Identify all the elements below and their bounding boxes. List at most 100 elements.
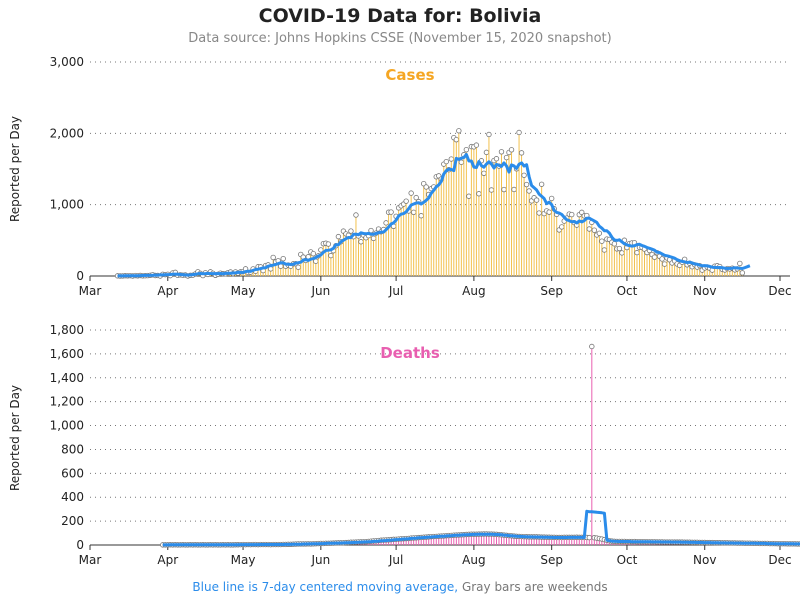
x-tick-label: Apr	[157, 553, 178, 567]
cases-marker	[443, 158, 449, 165]
deaths-marker	[589, 343, 595, 350]
deaths-moving-average-line	[162, 509, 800, 547]
cases-marker	[423, 184, 429, 190]
cases-marker	[358, 239, 364, 245]
cases-marker	[448, 156, 455, 162]
y-axis-label: Reported per Day	[8, 116, 22, 222]
cases-marker	[280, 255, 286, 262]
y-tick-label: 600	[61, 466, 84, 480]
cases-marker	[410, 209, 417, 215]
footnote-gray: Gray bars are weekends	[461, 580, 608, 594]
cases-marker	[353, 212, 359, 218]
cases-marker	[463, 146, 470, 153]
x-tick-label: Aug	[462, 553, 485, 567]
cases-marker	[481, 170, 487, 176]
cases-marker	[611, 241, 618, 247]
y-tick-label: 200	[61, 514, 84, 528]
cases-marker	[403, 198, 409, 204]
cases-marker	[739, 270, 746, 276]
x-tick-label: Sep	[540, 284, 563, 298]
x-tick-label: Jun	[310, 553, 330, 567]
cases-marker	[591, 227, 598, 233]
panel-title: Deaths	[380, 344, 440, 362]
x-tick-label: Mar	[79, 284, 102, 298]
cases-marker	[586, 226, 593, 232]
x-tick-label: May	[231, 284, 256, 298]
cases-marker	[651, 254, 658, 260]
y-tick-label: 0	[76, 269, 84, 283]
cases-marker	[661, 261, 668, 267]
cases-marker	[488, 187, 495, 193]
cases-marker	[521, 172, 527, 178]
cases-marker	[737, 260, 743, 267]
page-title: COVID-19 Data for: Bolivia	[258, 5, 542, 27]
cases-marker	[579, 209, 585, 216]
x-tick-label: May	[231, 553, 256, 567]
cases-marker	[310, 250, 317, 257]
cases-moving-average-line	[117, 153, 751, 278]
y-tick-label: 1,600	[50, 347, 84, 361]
cases-marker	[596, 230, 603, 236]
cases-panel: 0 1,000 2,000 3,000 Mar Apr May Jun Jul Aug Sep Oct…	[8, 55, 792, 298]
page-subtitle: Data source: Johns Hopkins CSSE (Novembe…	[188, 31, 612, 46]
cases-marker	[526, 188, 532, 194]
y-tick-label: 1,000	[50, 198, 84, 212]
cases-marker	[523, 181, 530, 188]
cases-marker	[498, 149, 505, 155]
footnote-blue: Blue line is 7-day centered moving avera…	[192, 580, 459, 594]
cases-marker	[546, 209, 552, 215]
cases-marker	[486, 131, 492, 138]
cases-marker	[538, 181, 545, 187]
y-tick-label: 800	[61, 442, 84, 456]
cases-marker	[659, 256, 665, 262]
x-tick-label: Aug	[462, 284, 485, 298]
y-tick-label: 1,000	[50, 419, 84, 433]
x-tick-label: Jul	[388, 553, 403, 567]
cases-marker	[370, 235, 377, 242]
y-tick-label: 1,800	[50, 323, 84, 337]
y-tick-label: 400	[61, 490, 84, 504]
deaths-marker	[586, 534, 593, 541]
cases-marker	[453, 136, 460, 143]
x-tick-label: Jun	[310, 284, 330, 298]
cases-marker	[533, 197, 540, 203]
x-tick-label: Nov	[693, 284, 716, 298]
cases-marker	[348, 228, 354, 234]
cases-marker	[483, 149, 490, 156]
x-tick-label: Dec	[768, 284, 791, 298]
cases-marker	[493, 156, 500, 162]
cases-marker	[466, 193, 472, 199]
panel-title: Cases	[385, 66, 434, 84]
cases-marker	[408, 190, 414, 196]
cases-marker	[634, 249, 640, 256]
cases-marker	[511, 186, 517, 193]
cases-marker	[508, 147, 515, 153]
cases-marker	[383, 220, 389, 226]
cases-marker	[270, 254, 276, 261]
cases-marker	[388, 209, 394, 215]
cases-marker	[619, 250, 625, 256]
cases-marker	[559, 224, 565, 230]
x-tick-label: Sep	[540, 553, 563, 567]
y-tick-label: 0	[76, 538, 84, 552]
cases-marker	[516, 129, 522, 136]
cases-marker	[413, 194, 419, 201]
deaths-panel: 0 200 400 600 800 1,000 1,200 1,400 1,600 1,800 Ma…	[8, 323, 800, 567]
y-tick-label: 1,200	[50, 395, 84, 409]
cases-marker	[536, 210, 542, 216]
cases-marker	[328, 252, 334, 259]
cases-marker	[601, 247, 608, 253]
cases-marker	[456, 128, 462, 134]
x-tick-label: Oct	[617, 553, 638, 567]
cases-marker	[503, 154, 510, 161]
y-axis-label: Reported per Day	[8, 385, 22, 491]
cases-marker	[476, 191, 482, 197]
cases-marker	[599, 238, 605, 244]
cases-marker	[616, 245, 623, 252]
cases-marker	[325, 241, 332, 247]
cases-marker	[473, 142, 480, 148]
cases-marker	[518, 150, 525, 156]
chart-footnote: Blue line is 7-day centered moving avera…	[0, 580, 800, 594]
y-tick-label: 2,000	[50, 126, 84, 140]
